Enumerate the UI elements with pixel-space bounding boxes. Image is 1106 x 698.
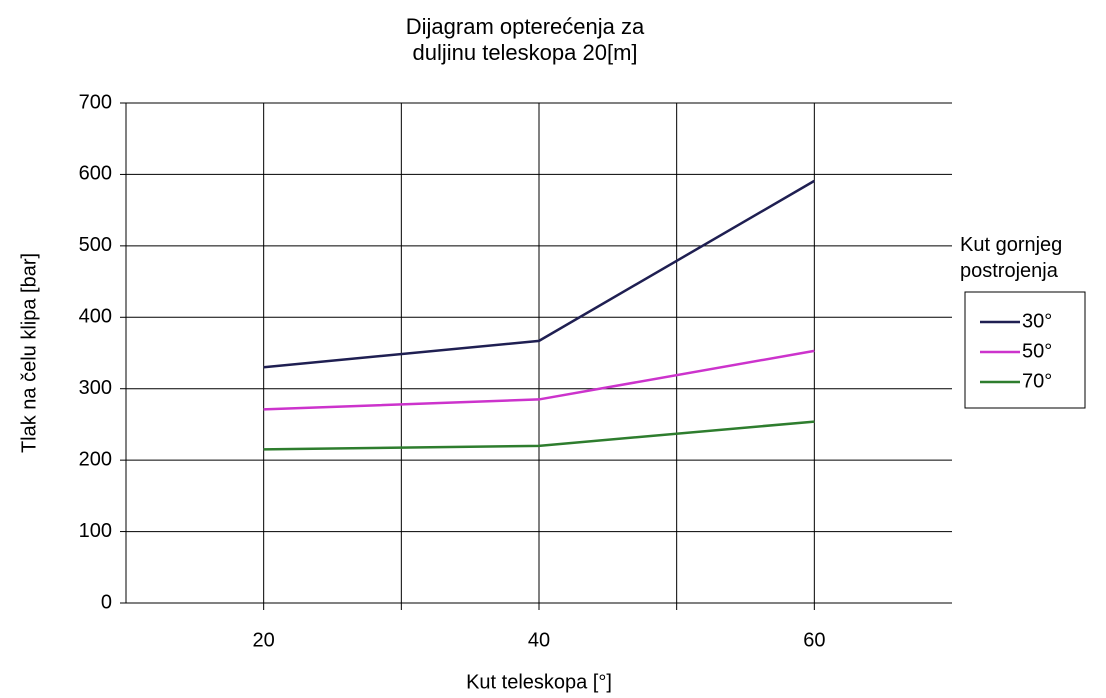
legend-label: 70°	[1022, 370, 1052, 392]
legend-box	[964, 291, 1086, 409]
y-tick-label: 500	[79, 234, 112, 256]
legend-title: Kut gornjeg postrojenja	[960, 234, 1063, 282]
chart-title: Dijagram opterećenja za duljinu teleskop…	[405, 14, 645, 65]
legend-label: 50°	[1022, 340, 1052, 362]
y-tick-label: 600	[79, 163, 112, 185]
legend-label: 30°	[1022, 310, 1052, 332]
x-tick-label: 20	[253, 629, 275, 651]
x-tick-label: 40	[528, 629, 550, 651]
y-tick-label: 200	[79, 448, 112, 470]
series-line	[263, 420, 815, 451]
y-tick-label: 700	[79, 91, 112, 113]
y-tick-label: 100	[79, 520, 112, 542]
x-tick-label: 60	[803, 629, 825, 651]
series-line	[263, 349, 815, 411]
y-axis-label: Tlak na čelu klipa [bar]	[18, 253, 40, 453]
y-tick-label: 300	[79, 377, 112, 399]
x-axis-label: Kut teleskopa [°]	[466, 671, 612, 693]
series-line	[263, 179, 815, 369]
y-tick-label: 400	[79, 306, 112, 328]
y-tick-label: 0	[101, 591, 112, 613]
